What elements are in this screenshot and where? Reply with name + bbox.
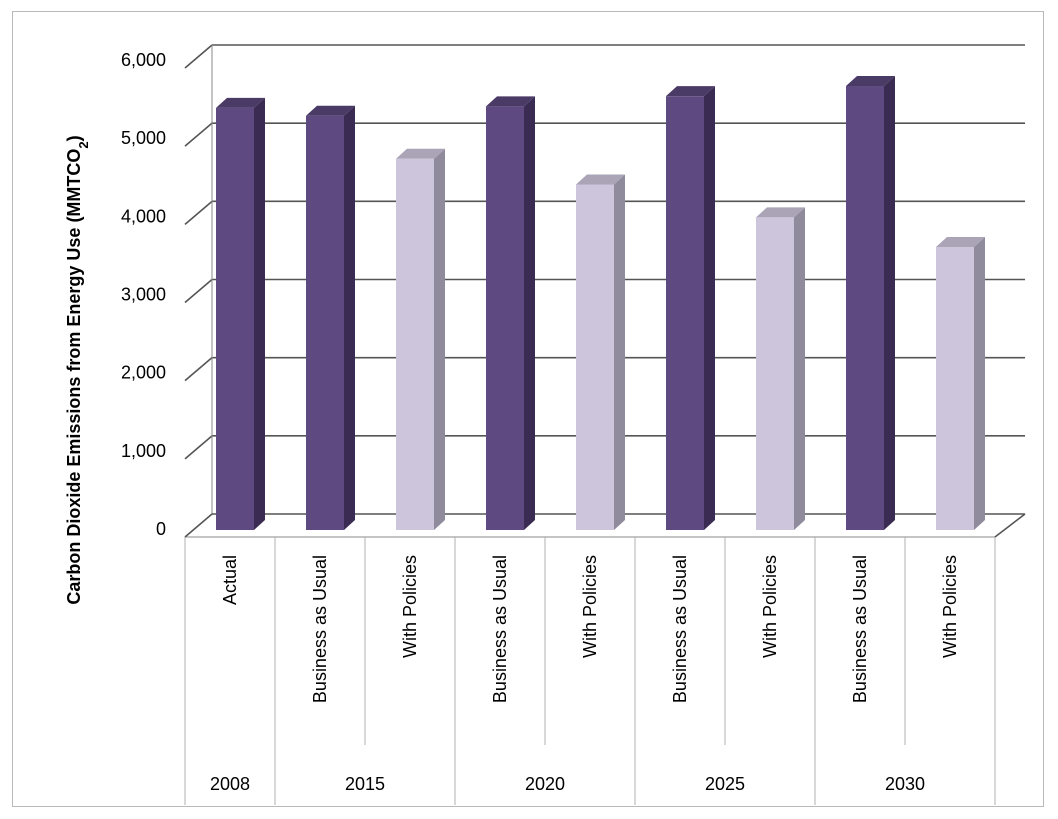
bar-side <box>524 96 535 530</box>
bar <box>216 107 254 531</box>
y-axis-title: Carbon Dioxide Emissions from Energy Use… <box>64 135 91 604</box>
gridline-side <box>184 435 213 460</box>
gridline-side <box>184 122 213 147</box>
y-tick-label: 6,000 <box>121 50 166 70</box>
category-label: Actual <box>220 555 240 605</box>
bar-side <box>974 237 985 530</box>
bar <box>396 158 434 531</box>
bar <box>936 247 974 530</box>
bar-side <box>254 97 265 531</box>
gridline-side <box>184 44 213 69</box>
bar-top <box>756 207 805 218</box>
y-tick-label: 2,000 <box>121 363 166 383</box>
bar <box>576 184 614 530</box>
category-label: With Policies <box>580 555 600 658</box>
gridline-side <box>184 278 213 304</box>
bar-top <box>306 105 355 116</box>
bar-top <box>936 237 985 248</box>
category-label: With Policies <box>760 555 780 658</box>
bar-top <box>576 174 625 185</box>
bar <box>846 86 884 530</box>
y-tick-label: 5,000 <box>121 128 166 148</box>
bar-side <box>794 207 805 531</box>
bar <box>486 106 524 530</box>
category-label: Business as Usual <box>670 555 690 703</box>
bar-top <box>666 86 715 97</box>
gridline-side <box>184 357 213 382</box>
bar-top <box>216 97 265 108</box>
y-tick-label: 3,000 <box>121 284 166 304</box>
bar-top <box>486 96 535 107</box>
category-label: Business as Usual <box>310 555 330 703</box>
bar <box>756 217 794 531</box>
group-label: 2025 <box>705 774 745 794</box>
category-label: Business as Usual <box>850 555 870 703</box>
group-label: 2020 <box>525 774 565 794</box>
bar-side <box>884 76 895 530</box>
floor-left-edge <box>184 513 213 538</box>
y-tick-label: 0 <box>156 519 166 539</box>
bar-side <box>704 86 715 531</box>
bar-top <box>846 76 895 87</box>
gridline-side <box>184 200 213 225</box>
y-tick-label: 4,000 <box>121 206 166 226</box>
bar-side <box>434 148 445 531</box>
bar <box>666 96 704 531</box>
category-label: Business as Usual <box>490 555 510 703</box>
category-label: With Policies <box>940 555 960 658</box>
bar-side <box>344 105 355 530</box>
category-label: With Policies <box>400 555 420 658</box>
group-label: 2015 <box>345 774 385 794</box>
floor-right-edge <box>994 513 1026 538</box>
group-label: 2030 <box>885 774 925 794</box>
y-tick-label: 1,000 <box>121 441 166 461</box>
bar <box>306 115 344 530</box>
bar-top <box>396 148 445 159</box>
group-label: 2008 <box>210 774 250 794</box>
bar-side <box>614 174 625 530</box>
